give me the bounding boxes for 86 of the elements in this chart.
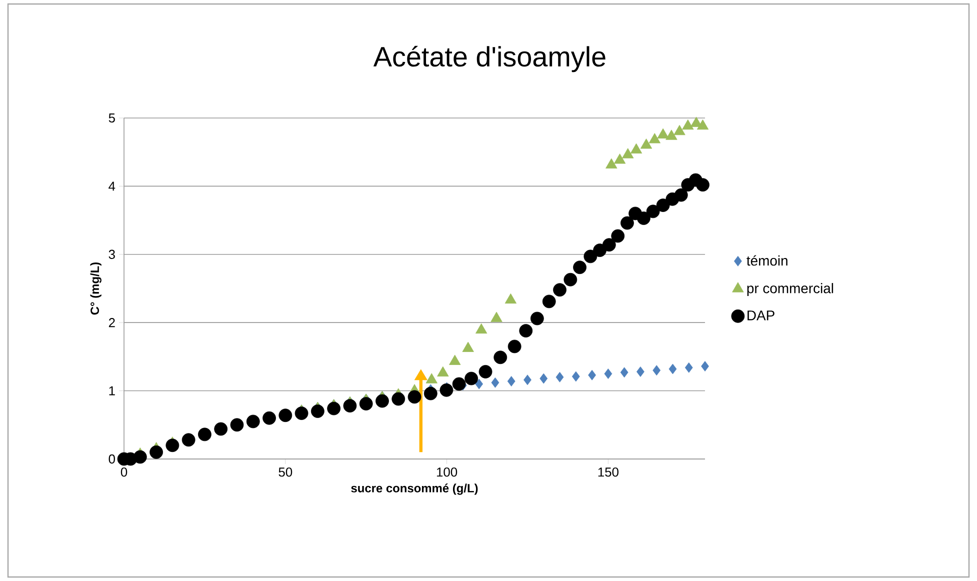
point [424,386,438,400]
y-tick-label: 3 [108,250,115,259]
point [657,128,669,138]
point [682,119,694,130]
point [230,418,244,432]
legend-label: pr commercial [747,283,834,296]
point [620,216,634,230]
point [611,229,625,243]
point [440,383,454,397]
point [392,392,406,406]
point [182,433,196,447]
chart-title: Acétate d'isoamyle [373,46,606,72]
point [327,402,341,416]
point [604,368,612,379]
point [614,154,626,164]
point [696,178,710,192]
point [636,212,650,225]
point [507,376,516,386]
point [504,293,517,304]
point [294,406,308,420]
legend-label: DAP [748,310,774,320]
point [343,399,357,412]
point [359,397,373,410]
point [166,438,180,452]
point [310,404,324,418]
point [542,294,556,308]
point [648,133,660,144]
point [475,378,484,390]
point [674,124,686,136]
point [666,130,678,140]
point [573,260,586,274]
point [622,148,634,158]
y-tick-label: 5 [108,113,115,123]
x-tick-label: 0 [120,468,128,477]
x-tick-label: 150 [598,468,618,477]
point [584,250,598,264]
point [620,367,628,378]
point [540,373,548,384]
point [214,422,228,436]
point [490,312,502,322]
point [674,188,688,202]
point [494,350,508,364]
point [606,158,618,168]
point [652,365,661,376]
y-axis-title: C° (mg/L) [90,262,102,315]
y-tick-label: 0 [108,454,115,464]
y-tick-label: 2 [108,318,115,328]
y-tick-label: 4 [108,182,116,191]
point [696,119,709,130]
point [478,364,492,378]
point [133,450,147,464]
point [408,390,422,404]
point [656,198,670,212]
point [452,377,466,391]
point [437,366,449,377]
point [150,445,163,459]
point [553,283,566,297]
point [246,414,260,428]
point [640,138,652,149]
point [376,394,389,408]
point [464,372,478,386]
point [556,372,564,382]
point [572,371,580,382]
point [701,361,709,372]
x-tick-label: 100 [436,468,458,477]
point [636,366,644,377]
point [530,312,544,326]
point [519,324,533,338]
point [602,238,616,252]
point [564,272,578,286]
point [646,204,660,218]
point [262,411,276,425]
point [475,323,488,334]
point [508,340,522,354]
point [491,377,500,388]
point [630,143,642,154]
y-tick-label: 1 [109,386,115,396]
point [278,408,292,422]
point [668,364,677,374]
x-tick-label: 50 [278,468,292,477]
point [524,374,532,386]
x-axis-title: sucre consommé (g/L) [351,484,478,495]
point [198,428,212,442]
point [684,362,693,373]
point [588,370,596,380]
legend-label: témoin [746,255,788,266]
